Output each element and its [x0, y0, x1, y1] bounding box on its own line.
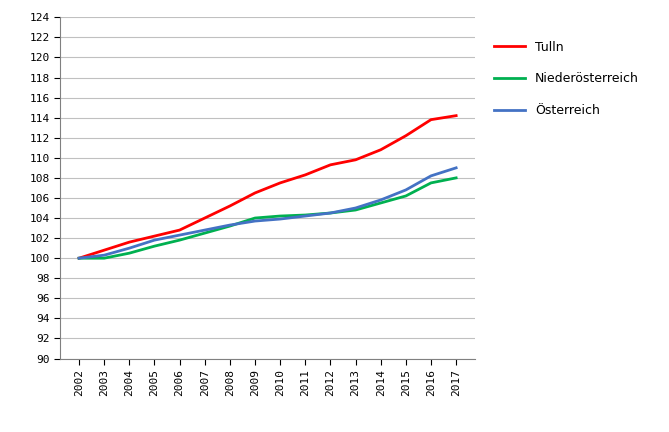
Niederösterreich — [326, 210, 334, 216]
Niederösterreich — [201, 231, 209, 236]
Tulln — [201, 216, 209, 221]
Tulln — [276, 180, 284, 185]
Tulln — [301, 172, 309, 178]
Österreich — [377, 197, 385, 203]
Line: Tulln: Tulln — [79, 116, 456, 258]
Line: Österreich: Österreich — [79, 168, 456, 258]
Niederösterreich — [75, 256, 83, 261]
Österreich — [352, 205, 360, 210]
Niederösterreich — [175, 238, 183, 243]
Österreich — [276, 216, 284, 222]
Tulln — [251, 191, 259, 196]
Niederösterreich — [251, 216, 259, 221]
Tulln — [402, 133, 410, 138]
Österreich — [326, 210, 334, 216]
Niederösterreich — [226, 223, 234, 229]
Tulln — [427, 117, 435, 122]
Tulln — [226, 203, 234, 209]
Österreich — [75, 256, 83, 261]
Österreich — [125, 245, 133, 251]
Niederösterreich — [151, 244, 159, 249]
Österreich — [201, 228, 209, 233]
Niederösterreich — [276, 213, 284, 219]
Tulln — [377, 147, 385, 152]
Niederösterreich — [352, 207, 360, 213]
Österreich — [402, 187, 410, 193]
Niederösterreich — [452, 175, 460, 181]
Niederösterreich — [427, 180, 435, 185]
Österreich — [251, 219, 259, 224]
Österreich — [301, 213, 309, 219]
Österreich — [452, 165, 460, 171]
Legend: Tulln, Niederösterreich, Österreich: Tulln, Niederösterreich, Österreich — [494, 41, 639, 117]
Tulln — [100, 248, 108, 253]
Niederösterreich — [402, 194, 410, 199]
Tulln — [352, 157, 360, 162]
Niederösterreich — [125, 251, 133, 256]
Niederösterreich — [301, 213, 309, 218]
Österreich — [175, 232, 183, 238]
Tulln — [151, 234, 159, 239]
Tulln — [326, 162, 334, 168]
Tulln — [452, 113, 460, 118]
Österreich — [151, 238, 159, 243]
Tulln — [125, 239, 133, 245]
Österreich — [226, 222, 234, 228]
Niederösterreich — [377, 200, 385, 206]
Österreich — [427, 173, 435, 178]
Tulln — [75, 256, 83, 261]
Line: Niederösterreich: Niederösterreich — [79, 178, 456, 258]
Tulln — [175, 228, 183, 233]
Österreich — [100, 253, 108, 258]
Niederösterreich — [100, 256, 108, 261]
